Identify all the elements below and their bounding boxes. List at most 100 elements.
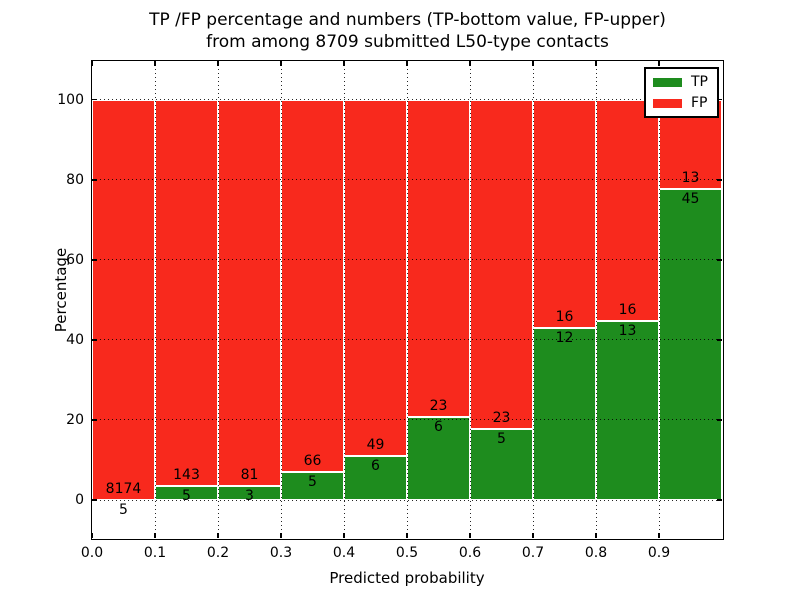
- y-tick-left: [92, 499, 97, 501]
- bar-segment-fp: [344, 99, 407, 457]
- y-tick-right: [717, 419, 722, 421]
- legend-label-fp: FP: [691, 95, 708, 111]
- fp-count-label: 13: [681, 170, 700, 187]
- y-tick-left: [92, 179, 97, 181]
- chart-title-line2: from among 8709 submitted L50-type conta…: [206, 32, 609, 52]
- x-tick-label: 0.1: [143, 545, 167, 561]
- x-tick-bottom: [595, 533, 597, 538]
- plot-area: 8174 5 143 5 81 3 66 5 49 6 23 6 23 5 16 12 16 13 13 45 0 20…: [52, 60, 724, 587]
- x-tick-label: 0.6: [458, 545, 482, 561]
- x-gridline: [595, 61, 597, 538]
- bar-segment-fp: [470, 99, 533, 429]
- tp-count-label: 5: [182, 488, 191, 505]
- x-gridline: [217, 61, 219, 538]
- fp-count-label: 49: [366, 437, 385, 454]
- ticks-layer: 0 20 40 60 80 100 0.0 0.1 0.2 0.3 0.4 0.5 0.6 0.7 0.8 0…: [57, 61, 722, 561]
- x-gridline: [343, 61, 345, 538]
- y-tick-right: [717, 499, 722, 501]
- y-tick-label: 0: [75, 492, 84, 508]
- tp-count-label: 6: [371, 458, 380, 475]
- tp-count-label: 5: [497, 430, 506, 447]
- x-tick-bottom: [532, 533, 534, 538]
- x-tick-bottom: [154, 533, 156, 538]
- fp-count-label: 8174: [105, 480, 142, 497]
- x-tick-bottom: [343, 533, 345, 538]
- legend-label-tp: TP: [691, 74, 708, 90]
- y-tick-right: [717, 98, 722, 101]
- annotations-layer: 8174 5 143 5 81 3 66 5 49 6 23 6 23 5 16 12 16 13 13 45: [92, 61, 722, 538]
- x-tick-top: [154, 61, 156, 66]
- y-axis-label: Percentage: [52, 247, 70, 333]
- fp-count-label: 23: [429, 398, 448, 415]
- y-tick-label: 40: [66, 331, 84, 348]
- x-gridline: [469, 61, 471, 538]
- x-gridline: [280, 61, 282, 538]
- x-gridline: [658, 61, 660, 538]
- x-tick-top: [343, 61, 345, 66]
- bar-segment-fp: [92, 99, 155, 500]
- grid-layer: [92, 61, 722, 538]
- x-tick-bottom: [280, 533, 282, 538]
- y-tick-label: 20: [66, 411, 84, 428]
- bar-segment-fp: [218, 99, 281, 486]
- tp-count-label: 3: [245, 487, 254, 504]
- x-tick-top: [406, 61, 408, 66]
- fp-count-label: 23: [492, 409, 511, 426]
- bar-segment-tp: [470, 428, 533, 500]
- x-tick-bottom: [91, 533, 93, 538]
- y-tick-left: [92, 98, 97, 101]
- x-tick-top: [280, 61, 282, 66]
- x-tick-label: 0.3: [269, 545, 293, 561]
- x-gridline: [532, 61, 534, 538]
- bar-segment-fp: [155, 99, 218, 487]
- tp-count-label: 5: [308, 473, 317, 490]
- y-tick-label: 60: [66, 251, 84, 268]
- fp-count-label: 143: [173, 467, 200, 484]
- bar-segment-tp: [281, 471, 344, 500]
- y-tick-right: [717, 339, 722, 341]
- x-tick-label: 0.8: [584, 545, 608, 561]
- y-tick-right: [717, 259, 722, 261]
- fp-count-label: 16: [555, 309, 574, 326]
- x-tick-top: [532, 61, 534, 66]
- bar-segment-fp: [281, 99, 344, 472]
- x-tick-top: [595, 61, 597, 66]
- x-axis-label: Predicted probability: [329, 569, 485, 587]
- fp-count-label: 16: [618, 301, 637, 318]
- x-tick-label: 0.2: [206, 545, 230, 561]
- bar-segment-tp: [596, 320, 659, 500]
- x-tick-top: [217, 61, 219, 66]
- fp-count-label: 66: [303, 452, 322, 469]
- y-tick-label: 80: [66, 171, 84, 188]
- y-tick-left: [92, 419, 97, 421]
- tp-count-label: 6: [434, 419, 443, 436]
- x-tick-bottom: [406, 533, 408, 538]
- chart-title-line1: TP /FP percentage and numbers (TP-bottom…: [149, 10, 666, 30]
- y-tick-label: 100: [57, 91, 84, 108]
- x-tick-label: 0.9: [647, 545, 671, 561]
- x-tick-label: 0.7: [521, 545, 545, 561]
- x-tick-label: 0.0: [80, 545, 104, 561]
- x-tick-label: 0.5: [395, 545, 419, 561]
- legend-row-fp: FP: [653, 95, 708, 111]
- tp-swatch-icon: [653, 77, 682, 87]
- fp-swatch-icon: [653, 98, 682, 108]
- tp-count-label: 12: [555, 330, 574, 347]
- x-tick-label: 0.4: [332, 545, 356, 561]
- x-gridline: [406, 61, 408, 538]
- x-gridline: [154, 61, 156, 538]
- x-tick-bottom: [469, 533, 471, 538]
- x-tick-top: [91, 61, 93, 66]
- x-tick-top: [658, 61, 660, 66]
- bar-segment-fp: [596, 99, 659, 321]
- bar-segment-tp: [344, 456, 407, 500]
- tp-count-label: 13: [618, 322, 637, 339]
- axis-text-layer: Percentage Predicted probability: [52, 61, 722, 587]
- tp-count-label: 45: [681, 191, 700, 208]
- tp-count-label: 5: [119, 501, 128, 518]
- y-tick-left: [92, 259, 97, 261]
- x-tick-bottom: [217, 533, 219, 538]
- legend-row-tp: TP: [653, 74, 708, 90]
- x-tick-top: [469, 61, 471, 66]
- x-tick-bottom: [658, 533, 660, 538]
